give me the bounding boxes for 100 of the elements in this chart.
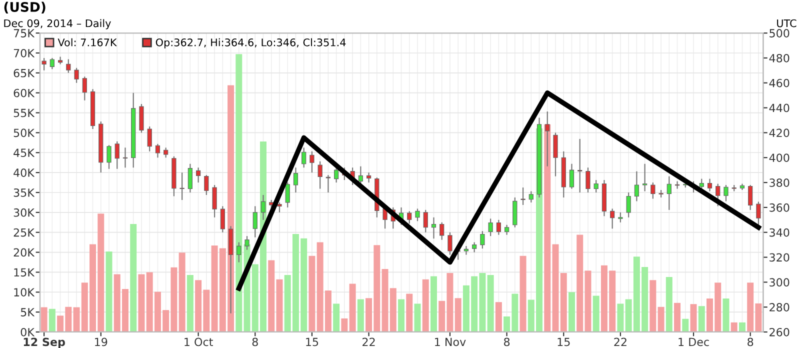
candlestick bbox=[220, 206, 225, 233]
bar bbox=[349, 284, 356, 332]
x-tick-label: 15 bbox=[306, 338, 318, 346]
bar bbox=[738, 322, 746, 332]
bar bbox=[592, 296, 600, 332]
bar bbox=[568, 292, 575, 332]
x-tick-label: 1 Oct bbox=[184, 338, 213, 346]
y-tick-label: 0K bbox=[20, 328, 35, 336]
candlestick bbox=[366, 172, 372, 184]
candlestick bbox=[204, 174, 209, 196]
candlestick bbox=[188, 163, 192, 194]
x-tick-label: 15 bbox=[558, 338, 570, 346]
candlestick bbox=[756, 201, 761, 226]
candlestick bbox=[293, 167, 298, 194]
x-tick-label: 22 bbox=[362, 338, 375, 346]
candlestick bbox=[724, 184, 728, 202]
bar bbox=[40, 307, 48, 332]
y-tick-label: 70K bbox=[14, 48, 35, 58]
y2-tick-label: 420 bbox=[769, 128, 790, 138]
candlestick bbox=[334, 166, 339, 184]
y-tick-label: 65K bbox=[14, 68, 35, 78]
candlestick bbox=[74, 67, 79, 84]
candlestick bbox=[707, 178, 712, 192]
candlestick bbox=[164, 147, 168, 158]
bar bbox=[520, 256, 526, 332]
bar bbox=[422, 279, 429, 332]
bar bbox=[698, 306, 705, 332]
bar bbox=[730, 322, 738, 332]
candlestick bbox=[50, 57, 54, 70]
x-tick-label: 22 bbox=[614, 338, 626, 346]
candlestick bbox=[407, 210, 412, 224]
candlestick bbox=[236, 242, 242, 263]
y-tick-label: 35K bbox=[14, 188, 35, 197]
text: UTC bbox=[777, 19, 796, 28]
y-tick-label: 55K bbox=[14, 108, 35, 118]
candlestick bbox=[650, 182, 656, 200]
x-tick-label: 12 Sep bbox=[24, 338, 65, 348]
candlestick bbox=[318, 160, 322, 190]
x-tick-label: 8 bbox=[252, 338, 258, 346]
candlestick bbox=[212, 184, 217, 218]
bar bbox=[430, 276, 437, 332]
y-tick-label: 45K bbox=[14, 148, 35, 158]
y-tick-label: 50K bbox=[14, 128, 35, 138]
candlestick bbox=[196, 167, 201, 184]
y-tick-label: 20K bbox=[14, 248, 35, 257]
bar bbox=[690, 304, 697, 332]
y2-tick-label: 480 bbox=[769, 54, 790, 62]
candlestick bbox=[42, 57, 46, 71]
candlestick bbox=[512, 196, 518, 228]
bar bbox=[544, 124, 551, 332]
candlestick bbox=[618, 212, 623, 223]
candlestick bbox=[504, 224, 510, 236]
y-tick-label: 60K bbox=[14, 88, 35, 98]
bar bbox=[682, 318, 689, 332]
bar bbox=[236, 54, 242, 332]
candlestick bbox=[358, 166, 363, 186]
candlestick bbox=[66, 58, 71, 74]
y2-tick-label: 460 bbox=[769, 78, 790, 88]
candlestick bbox=[464, 245, 469, 256]
x-tick-label: 19 bbox=[95, 338, 108, 346]
candlestick bbox=[578, 138, 582, 194]
bar bbox=[722, 298, 730, 332]
candlestick bbox=[415, 208, 420, 222]
x-tick-label: 1 Nov bbox=[435, 338, 466, 346]
y2-tick-label: 400 bbox=[769, 154, 790, 162]
candlestick bbox=[610, 208, 615, 230]
candlestick bbox=[472, 242, 477, 253]
candlestick bbox=[594, 179, 598, 194]
bar bbox=[333, 304, 340, 332]
x-tick-label: 8 bbox=[504, 338, 510, 346]
candlestick bbox=[310, 150, 314, 174]
candlestick bbox=[440, 222, 444, 240]
candlestick bbox=[302, 147, 306, 168]
candlestick bbox=[252, 206, 258, 238]
bar bbox=[666, 276, 672, 332]
line-series bbox=[236, 90, 761, 291]
candlestick bbox=[488, 218, 493, 237]
y2-tick-label: 320 bbox=[770, 253, 790, 262]
candlestick bbox=[480, 230, 485, 250]
candlestick bbox=[634, 170, 639, 202]
candlestick bbox=[496, 219, 501, 236]
candlestick bbox=[423, 209, 428, 233]
legend-label: Vol: 7.167K bbox=[58, 38, 117, 46]
candlestick bbox=[699, 178, 704, 190]
candlestick bbox=[106, 144, 112, 170]
y-tick-label: 25K bbox=[14, 228, 35, 237]
y2-tick-label: 380 bbox=[770, 178, 790, 187]
candlestick bbox=[716, 183, 720, 207]
bar bbox=[48, 308, 56, 332]
bar bbox=[398, 299, 405, 332]
bar bbox=[406, 294, 413, 332]
bar bbox=[495, 302, 502, 332]
y2-tick-label: 300 bbox=[770, 278, 790, 287]
bar bbox=[308, 256, 316, 332]
chart-title: (USD) bbox=[4, 2, 46, 14]
bar bbox=[674, 302, 681, 332]
y2-tick-label: 360 bbox=[770, 203, 790, 212]
y-tick-label: 30K bbox=[14, 208, 35, 217]
candlestick bbox=[260, 194, 266, 220]
candlestick bbox=[520, 186, 526, 206]
